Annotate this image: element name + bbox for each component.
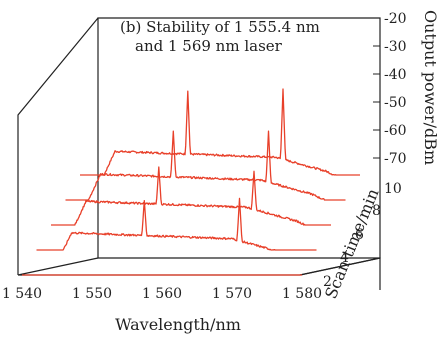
chart-title-line-1: (b) Stability of 1 555.4 nm: [120, 18, 320, 36]
y-axis-title: Output power/dBm: [421, 10, 440, 165]
spectrum-trace-10min: [80, 88, 360, 176]
y-tick-label: -20: [384, 11, 407, 27]
z-tick-label: 2: [323, 274, 332, 290]
z-axis: 10 8 6 4 2 Scan time/min: [321, 181, 402, 301]
chart-title-line-2: and 1 569 nm laser: [135, 37, 283, 55]
z-tick-label: 8: [372, 203, 381, 219]
y-tick-label: -60: [384, 123, 407, 139]
x-tick-label: 1 570: [212, 286, 252, 302]
chart-title: (b) Stability of 1 555.4 nm and 1 569 nm…: [120, 18, 320, 55]
spectrum-trace-4min: [36, 197, 317, 251]
z-axis-title: Scan time/min: [321, 186, 382, 302]
y-tick-label: -40: [384, 67, 407, 83]
y-tick-label: -50: [384, 95, 407, 111]
x-tick-label: 1 580: [282, 286, 322, 302]
z-tick-label: 6: [355, 227, 364, 243]
z-tick-label: 10: [384, 181, 402, 197]
x-tick-label: 1 550: [72, 286, 112, 302]
floor-frame: [17, 17, 381, 276]
x-axis-title: Wavelength/nm: [115, 315, 241, 334]
y-axis: -20 -30 -40 -50 -60 -70 Output power/dBm: [373, 10, 440, 167]
x-axis: 1 540 1 550 1 560 1 570 1 580 Wavelength…: [2, 286, 322, 334]
z-tick-label: 4: [340, 250, 349, 266]
y-tick-label: -70: [384, 151, 407, 167]
depth-axis: [299, 257, 381, 290]
x-tick-label: 1 560: [142, 286, 182, 302]
x-tick-label: 1 540: [2, 286, 42, 302]
spectrum-trace-8min: [65, 130, 346, 201]
spectrum-trace-6min: [51, 166, 331, 226]
spectra-traces: [22, 88, 360, 276]
y-tick-label: -30: [384, 39, 407, 55]
